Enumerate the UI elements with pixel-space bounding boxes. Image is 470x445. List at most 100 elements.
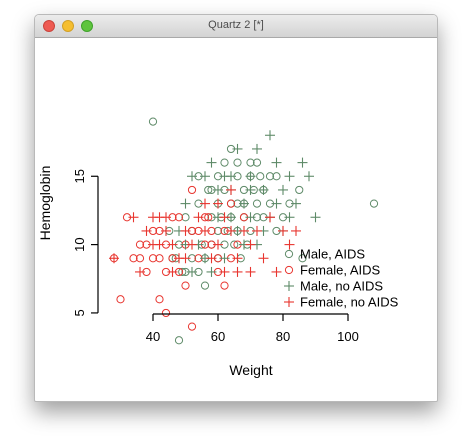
data-point-plus — [258, 184, 269, 195]
minimize-window-button[interactable] — [62, 20, 74, 32]
data-point-circle — [233, 158, 242, 167]
data-point-circle — [116, 295, 125, 304]
axes-layer: 40 60 80 100 5 10 15 — [72, 169, 359, 344]
data-point-plus — [304, 171, 314, 182]
data-point-circle — [174, 336, 184, 345]
data-point-plus — [154, 212, 165, 223]
data-point-plus — [193, 212, 204, 223]
data-point-plus — [271, 266, 282, 277]
data-point-circle — [181, 281, 190, 290]
data-point-plus — [265, 212, 275, 223]
data-point-circle — [369, 199, 379, 208]
data-point-plus — [232, 266, 243, 277]
data-point-plus — [180, 198, 191, 209]
data-point-plus — [167, 239, 178, 250]
data-point-circle — [220, 158, 229, 167]
data-point-plus — [187, 266, 197, 277]
data-point-plus — [239, 225, 249, 236]
legend-entry-label: Female, no AIDS — [300, 295, 399, 310]
y-tick-label: 10 — [72, 237, 87, 251]
data-point-plus — [141, 225, 152, 236]
x-tick-label: 100 — [337, 329, 359, 344]
data-point-plus — [245, 239, 256, 250]
data-point-plus — [200, 198, 210, 209]
data-point-circle — [155, 295, 164, 304]
data-point-circle — [161, 308, 171, 318]
data-point-circle — [187, 322, 197, 331]
data-point-circle — [148, 117, 158, 126]
data-point-circle — [204, 213, 213, 222]
data-point-circle — [213, 226, 223, 236]
data-point-plus — [278, 184, 288, 195]
legend-entry-label: Male, no AIDS — [300, 279, 383, 294]
data-point-circle — [174, 213, 184, 222]
legend-marker — [284, 281, 294, 291]
data-point-plus — [226, 171, 236, 182]
legend-marker — [284, 297, 294, 307]
data-point-plus — [206, 157, 217, 168]
data-point-plus — [271, 157, 282, 168]
data-point-plus — [219, 266, 230, 277]
y-axis-label: Hemoglobin — [37, 166, 53, 241]
data-point-plus — [213, 184, 223, 195]
data-point-plus — [226, 184, 236, 195]
data-point-circle — [155, 254, 164, 263]
data-point-plus — [284, 212, 295, 223]
data-point-plus — [271, 198, 282, 209]
legend-marker — [284, 265, 294, 275]
data-point-circle — [181, 213, 190, 222]
zoom-window-button[interactable] — [81, 20, 93, 32]
data-point-circle — [272, 172, 281, 181]
data-point-circle — [135, 254, 145, 263]
data-point-plus — [109, 253, 119, 264]
data-point-plus — [297, 157, 308, 168]
data-point-plus — [187, 239, 197, 250]
data-point-plus — [278, 225, 288, 236]
data-point-plus — [245, 212, 256, 223]
x-tick-label: 80 — [276, 329, 290, 344]
data-point-plus — [128, 212, 139, 223]
data-point-circle — [295, 185, 304, 195]
data-point-circle — [252, 199, 262, 208]
data-point-circle — [226, 199, 236, 208]
data-point-plus — [245, 266, 256, 277]
data-point-plus — [200, 171, 210, 182]
legend-entry-label: Male, AIDS — [300, 247, 365, 262]
data-point-circle — [220, 281, 229, 290]
data-point-circle — [129, 254, 138, 263]
data-point-circle — [200, 281, 210, 290]
data-point-plus — [219, 253, 230, 264]
window-title: Quartz 2 [*] — [208, 19, 264, 31]
data-point-plus — [167, 266, 178, 277]
data-point-circle — [148, 254, 158, 263]
data-point-plus — [180, 225, 191, 236]
data-point-circle — [135, 240, 145, 249]
data-point-plus — [310, 212, 321, 223]
data-point-plus — [232, 143, 243, 154]
close-window-button[interactable] — [43, 20, 55, 32]
data-point-plus — [284, 171, 295, 182]
legend-marker — [284, 249, 294, 259]
data-point-circle — [246, 158, 255, 167]
data-point-plus — [148, 239, 158, 250]
data-point-plus — [206, 266, 217, 277]
data-point-plus — [291, 225, 301, 236]
x-axis-label: Weight — [229, 362, 272, 378]
y-tick-label: 15 — [72, 169, 87, 183]
data-point-plus — [239, 198, 249, 209]
window-titlebar: Quartz 2 [*] — [35, 15, 437, 38]
data-point-plus — [200, 225, 210, 236]
legend-entry-label: Female, AIDS — [300, 263, 381, 278]
y-tick-label: 5 — [72, 309, 87, 316]
data-point-plus — [291, 198, 301, 209]
data-point-plus — [213, 239, 223, 250]
data-point-plus — [180, 253, 191, 264]
quartz-window: Quartz 2 [*] — [34, 14, 438, 402]
data-point-plus — [265, 130, 275, 141]
points-layer — [109, 117, 379, 345]
data-point-plus — [258, 253, 269, 264]
data-point-circle — [204, 185, 213, 195]
data-point-plus — [135, 266, 145, 277]
data-point-plus — [226, 225, 236, 236]
